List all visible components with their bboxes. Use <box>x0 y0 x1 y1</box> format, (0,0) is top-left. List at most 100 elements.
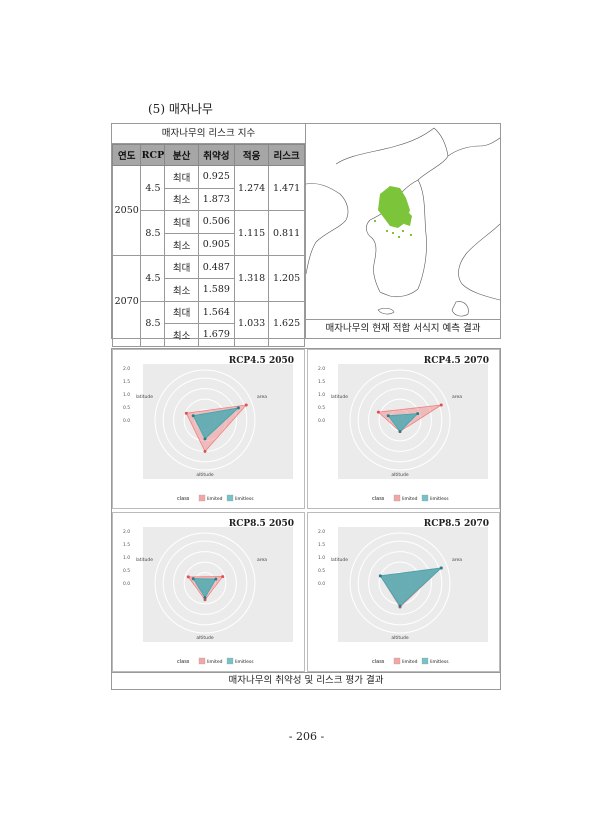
data-point-limited <box>244 403 248 407</box>
axis-label-area: area <box>257 557 267 563</box>
coastline-korea-west <box>366 203 393 293</box>
data-point-limited <box>376 410 380 414</box>
data-point-limitless <box>398 430 402 433</box>
grid-circle <box>183 398 227 442</box>
header-risk: 리스크 <box>268 144 305 166</box>
radar-chart-svg: 2.0 1.5 1.0 0.5 0.0 area altitude latitude class… <box>318 527 488 665</box>
axis-label-area: area <box>452 394 462 400</box>
cell-rcp: 4.5 <box>140 255 166 302</box>
cell-distribution: 최대 <box>164 300 199 325</box>
data-point-limitless <box>191 577 195 581</box>
radar-panel-rcp85-2050: RCP8.5 2050 2.0 1.5 1.0 0.5 0.0 area altitude l… <box>112 512 305 672</box>
tick-label: 1.0 <box>318 555 325 561</box>
legend-swatch-limitless <box>421 657 429 665</box>
data-point-limitless <box>386 414 390 418</box>
axis-label-area: area <box>452 557 462 563</box>
suitable-habitat <box>374 186 412 238</box>
coastline-west-china <box>305 183 349 275</box>
data-point-limitless <box>439 566 443 570</box>
legend-swatch-limited <box>393 494 401 502</box>
tick-label: 1.5 <box>123 542 130 548</box>
radar-title: RCP4.5 2070 <box>423 356 489 366</box>
data-point-limited <box>221 575 225 579</box>
korea-map-svg <box>305 127 501 317</box>
tick-label: 0.5 <box>318 568 325 574</box>
series-area-limitless <box>379 567 443 607</box>
section-title: (5) 매자나무 <box>148 102 213 116</box>
cell-adaptation: 1.033 <box>234 300 270 347</box>
risk-summary-frame: 매자나무의 리스크 지수 연도 RCP 분산 취약성 적응 리스크 2050 4… <box>111 123 501 347</box>
legend-swatch-limitless <box>421 494 429 502</box>
data-point-limited <box>186 575 190 579</box>
coastline-north <box>335 127 449 205</box>
grid-circle <box>357 540 443 626</box>
cell-vulnerability: 1.679 <box>197 323 236 347</box>
cell-vulnerability: 1.564 <box>197 300 236 325</box>
header-year: 연도 <box>111 144 142 166</box>
radar-panel-rcp45-2070: RCP4.5 2070 2.0 1.5 1.0 0.5 0.0 area altitude l… <box>307 349 500 509</box>
legend-swatch-limited <box>393 657 401 665</box>
habitat-map: 매자나무의 현재 적합 서식지 예측 결과 <box>305 124 501 338</box>
cell-distribution: 최소 <box>164 323 199 347</box>
table-row: 2070 4.5 최대 0.487 1.318 1.205 <box>111 255 305 347</box>
data-point-limitless <box>214 577 218 581</box>
header-rcp: RCP <box>140 144 166 166</box>
cell-vulnerability: 0.925 <box>197 165 236 189</box>
series-area-limitless <box>192 407 240 440</box>
axis-label-altitude: altitude <box>391 472 408 478</box>
cell-vulnerability: 1.589 <box>197 277 236 302</box>
data-point-limitless <box>203 596 207 600</box>
cell-vulnerability: 0.905 <box>197 232 236 257</box>
grid-circle <box>349 532 451 634</box>
radar-chart-svg: 2.0 1.5 1.0 0.5 0.0 area altitude latitude class… <box>318 364 488 502</box>
table-row: 2050 4.5 최대 0.925 1.274 1.471 <box>111 164 305 257</box>
axis-label-altitude: altitude <box>196 635 213 641</box>
plot-background <box>143 527 293 642</box>
cell-adaptation: 1.274 <box>234 164 270 212</box>
tick-label: 0.0 <box>318 418 325 424</box>
tick-label: 0.0 <box>123 418 130 424</box>
grid-circle <box>378 398 422 442</box>
grid-circle <box>368 388 432 452</box>
risk-table: 연도 RCP 분산 취약성 적응 리스크 2050 4.5 최대 0.925 1… <box>111 144 305 347</box>
coastline-kyushu <box>451 301 469 317</box>
data-point-limitless <box>191 414 195 418</box>
grid-circle <box>173 551 237 615</box>
coastline-japan <box>458 223 501 301</box>
header-distribution: 분산 <box>164 144 199 166</box>
series-area-limitless <box>192 578 217 599</box>
cell-year: 2050 <box>111 164 142 257</box>
radar-panel-rcp85-2070: RCP8.5 2070 2.0 1.5 1.0 0.5 0.0 area altitude l… <box>307 512 500 672</box>
data-point-limited <box>203 598 207 602</box>
header-adaptation: 적응 <box>234 144 270 166</box>
legend-label-limited: limited <box>402 496 418 502</box>
cell-vulnerability: 1.873 <box>197 187 236 212</box>
legend-swatch-limitless <box>226 494 234 502</box>
cell-distribution: 최소 <box>164 277 199 302</box>
grid-circle <box>183 561 227 605</box>
tick-label: 1.0 <box>123 555 130 561</box>
axis-label-latitude: latitude <box>136 557 153 563</box>
cell-risk: 1.471 <box>268 164 305 212</box>
data-point-limited <box>184 411 188 415</box>
table-row: 최소 1.873 <box>113 187 305 212</box>
cell-rcp: 8.5 <box>140 210 166 257</box>
tick-label: 1.5 <box>318 379 325 385</box>
tick-label: 0.0 <box>318 581 325 587</box>
data-point-limitless <box>378 574 382 578</box>
grid-circle <box>349 369 451 471</box>
tick-label: 2.0 <box>123 529 130 535</box>
legend-label-limitless: limitless <box>430 496 449 502</box>
axis-label-latitude: latitude <box>331 394 348 400</box>
radar-panel-rcp45-2050: RCP4.5 2050 2.0 1.5 1.0 0.5 0.0 area altitude l… <box>112 349 305 509</box>
axis-label-latitude: latitude <box>331 557 348 563</box>
table-row: 8.5 최대 0.506 1.115 0.811 <box>113 210 305 257</box>
tick-label: 2.0 <box>318 529 325 535</box>
risk-table-container: 매자나무의 리스크 지수 연도 RCP 분산 취약성 적응 리스크 2050 4… <box>111 124 306 347</box>
radar-title: RCP4.5 2050 <box>228 356 294 366</box>
legend-title: class <box>372 496 385 502</box>
header-vulnerability: 취약성 <box>197 144 236 166</box>
legend-title: class <box>177 496 190 502</box>
tick-label: 2.0 <box>123 366 130 372</box>
cell-risk: 1.625 <box>268 300 305 347</box>
